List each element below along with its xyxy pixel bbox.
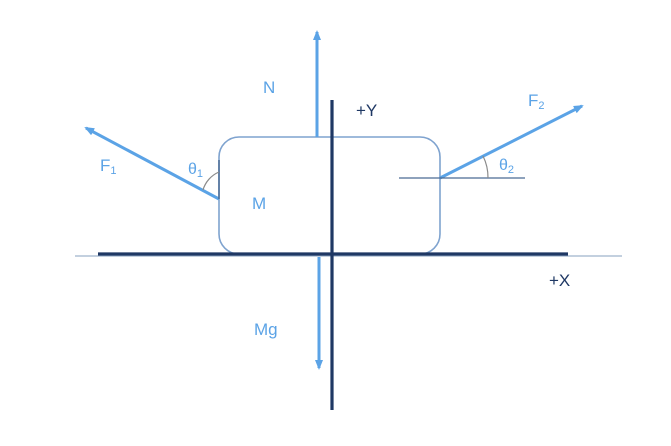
y-axis-label: +Y <box>356 101 377 120</box>
theta-1-angle-arc <box>202 171 220 191</box>
force-1-label: F1 <box>100 156 117 177</box>
theta-1-label: θ1 <box>188 161 203 180</box>
force-2-symbol: F <box>528 91 538 110</box>
force-2-subscript: 2 <box>538 100 544 112</box>
theta-1-symbol: θ <box>188 161 197 178</box>
theta-2-symbol: θ <box>499 157 508 174</box>
theta-2-subscript: 2 <box>508 164 514 176</box>
x-axis-label: +X <box>549 271 570 290</box>
weight-label: Mg <box>254 320 278 339</box>
force-2-arrow <box>439 104 584 180</box>
theta-2-label: θ2 <box>499 157 514 176</box>
force-2-label: F2 <box>528 91 545 112</box>
force-1-symbol: F <box>100 156 110 175</box>
theta-2-angle-arc <box>482 155 489 179</box>
force-1-arrow <box>84 126 220 201</box>
theta-1-subscript: 1 <box>197 168 203 180</box>
normal-force-label: N <box>263 78 275 97</box>
force-1-subscript: 1 <box>110 165 116 177</box>
mass-label: M <box>252 194 266 213</box>
